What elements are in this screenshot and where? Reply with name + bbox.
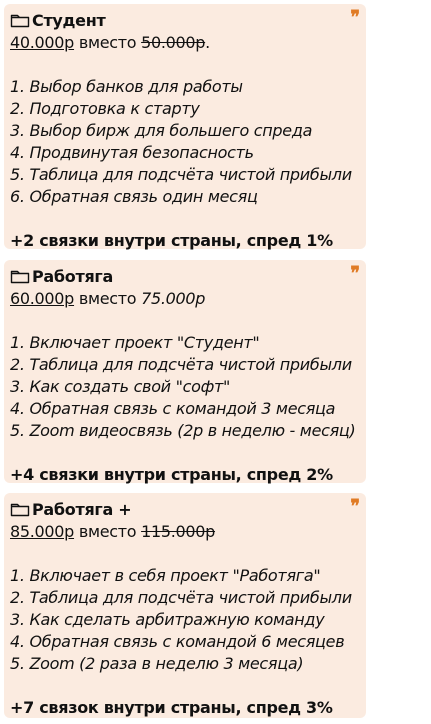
folder-icon bbox=[10, 12, 30, 28]
instead-label: вместо bbox=[78, 33, 137, 52]
quote-icon[interactable]: ❞ bbox=[350, 263, 360, 284]
price-line: 85.000р вместо 115.000р bbox=[10, 521, 366, 543]
list-item: 6. Обратная связь один месяц bbox=[10, 187, 258, 206]
list-item: 4. Обратная связь с командой 3 месяца bbox=[10, 399, 336, 418]
folder-icon bbox=[10, 501, 30, 517]
old-price: 75.000р bbox=[141, 289, 206, 308]
card-footer: +2 связки внутри страны, спред 1% bbox=[10, 231, 333, 250]
old-price-suffix: . bbox=[205, 33, 210, 52]
tariff-card-student: ❞ Студент 40.000р вместо 50.000р. 1. Выб… bbox=[4, 4, 366, 250]
old-price: 50.000р bbox=[141, 33, 206, 52]
list-item: 3. Как создать свой "софт" bbox=[10, 377, 231, 396]
feature-list: 1. Включает проект "Студент" 2. Таблица … bbox=[10, 332, 366, 442]
list-item: 3. Выбор бирж для большего спреда bbox=[10, 121, 313, 140]
card-header: Работяга + bbox=[10, 497, 366, 521]
card-footer: +4 связки внутри страны, спред 2% bbox=[10, 465, 333, 484]
price-link[interactable]: 60.000р bbox=[10, 289, 75, 308]
card-footer: +7 связок внутри страны, спред 3% bbox=[10, 698, 333, 717]
folder-icon bbox=[10, 268, 30, 284]
old-price: 115.000р bbox=[141, 522, 216, 541]
price-link[interactable]: 85.000р bbox=[10, 522, 75, 541]
quote-icon[interactable]: ❞ bbox=[350, 7, 360, 28]
card-title: Студент bbox=[32, 10, 106, 30]
card-title: Работяга + bbox=[32, 499, 132, 519]
list-item: 4. Обратная связь с командой 6 месяцев bbox=[10, 632, 345, 651]
quote-icon[interactable]: ❞ bbox=[350, 496, 360, 517]
card-header: Студент bbox=[10, 8, 366, 32]
list-item: 4. Продвинутая безопасность bbox=[10, 143, 254, 162]
feature-list: 1. Выбор банков для работы 2. Подготовка… bbox=[10, 76, 366, 208]
list-item: 5. Zoom (2 раза в неделю 3 месяца) bbox=[10, 654, 304, 673]
list-item: 1. Выбор банков для работы bbox=[10, 77, 243, 96]
list-item: 5. Таблица для подсчёта чистой прибыли bbox=[10, 165, 352, 184]
list-item: 1. Включает в себя проект "Работяга" bbox=[10, 566, 321, 585]
list-item: 2. Таблица для подсчёта чистой прибыли bbox=[10, 588, 352, 607]
price-link[interactable]: 40.000р bbox=[10, 33, 75, 52]
price-line: 60.000р вместо 75.000р bbox=[10, 288, 366, 310]
feature-list: 1. Включает в себя проект "Работяга" 2. … bbox=[10, 565, 366, 675]
list-item: 5. Zoom видеосвязь (2р в неделю - месяц) bbox=[10, 421, 356, 440]
price-line: 40.000р вместо 50.000р. bbox=[10, 32, 366, 54]
tariff-card-worker-plus: ❞ Работяга + 85.000р вместо 115.000р 1. … bbox=[4, 493, 366, 718]
instead-label: вместо bbox=[78, 289, 137, 308]
list-item: 2. Таблица для подсчёта чистой прибыли bbox=[10, 355, 352, 374]
card-title: Работяга bbox=[32, 266, 113, 286]
tariff-card-worker: ❞ Работяга 60.000р вместо 75.000р 1. Вкл… bbox=[4, 260, 366, 484]
list-item: 1. Включает проект "Студент" bbox=[10, 333, 260, 352]
instead-label: вместо bbox=[78, 522, 137, 541]
list-item: 3. Как сделать арбитражную команду bbox=[10, 610, 325, 629]
list-item: 2. Подготовка к старту bbox=[10, 99, 200, 118]
card-header: Работяга bbox=[10, 264, 366, 288]
